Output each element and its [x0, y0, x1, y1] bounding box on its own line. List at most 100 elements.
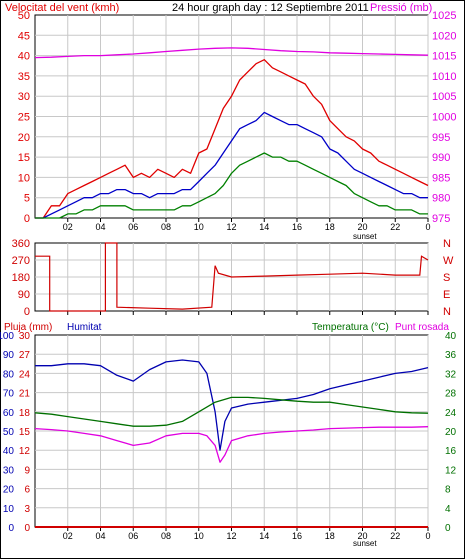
temperature-line — [34, 396, 429, 427]
wind-ticks: 0510152025303540455097598098599099510001… — [18, 10, 457, 232]
humidity-tick-label: 0 — [8, 523, 14, 534]
x-tick-label: 02 — [63, 531, 73, 541]
rain-tick-label: 18 — [19, 408, 31, 419]
pressure-tick-label: 1005 — [432, 91, 456, 103]
x-tick-label: 04 — [95, 222, 105, 232]
direction-letter-label: W — [443, 255, 454, 267]
wind-line — [35, 111, 428, 219]
x-tick-label: 10 — [194, 531, 204, 541]
wind-tick-label: 45 — [18, 30, 30, 42]
rain-tick-label: 6 — [24, 485, 30, 496]
chart-title: 24 hour graph day : 12 Septiembre 2011 — [172, 2, 369, 14]
direction-letter-label: N — [443, 306, 451, 318]
wind-tick-label: 0 — [24, 213, 30, 225]
temperature-tick-label: 16 — [445, 446, 457, 457]
x-tick-label: 14 — [259, 222, 269, 232]
rain-tick-label: 21 — [19, 389, 31, 400]
wind-tick-label: 20 — [18, 132, 30, 144]
x-tick-label: 08 — [161, 531, 171, 541]
pressure-tick-label: 1010 — [432, 71, 456, 83]
x-tick-label: 20 — [357, 222, 367, 232]
wind-tick-label: 40 — [18, 51, 30, 63]
temperature-tick-label: 40 — [445, 331, 457, 342]
humidity-tick-label: 30 — [3, 465, 15, 476]
x-tick-label: 02 — [63, 222, 73, 232]
wind-axis-title: Velocitat del vent (kmh) — [5, 2, 119, 14]
direction-tick-label: 180 — [12, 272, 30, 284]
rain-axis-title: Pluja (mm) — [4, 322, 52, 333]
x-tick-label: 0 — [425, 222, 430, 232]
wind-series — [34, 47, 429, 219]
humidity-tick-label: 50 — [3, 427, 15, 438]
x-tick-label: 22 — [390, 222, 400, 232]
x-tick-label: 08 — [161, 222, 171, 232]
humidity-tick-label: 40 — [3, 446, 15, 457]
direction-tick-label: 90 — [18, 289, 30, 301]
x-tick-label: 16 — [292, 222, 302, 232]
direction-letter-label: N — [443, 238, 451, 250]
pressure-tick-label: 1000 — [432, 112, 456, 124]
direction-letter-label: S — [443, 272, 450, 284]
direction-tick-label: 0 — [24, 306, 30, 318]
rain-tick-label: 15 — [19, 427, 31, 438]
humidity-line — [35, 359, 429, 451]
x-tick-label: 20 — [357, 531, 367, 541]
sunset-label-bottom: sunset — [353, 539, 377, 548]
x-tick-label: 06 — [128, 531, 138, 541]
temperature-tick-label: 4 — [445, 504, 451, 515]
dewpoint-axis-title: Punt rosada — [395, 322, 449, 333]
temperature-tick-label: 28 — [445, 389, 457, 400]
pressure-tick-label: 975 — [432, 213, 450, 225]
x-tick-label: 22 — [390, 531, 400, 541]
sunset-label-top: sunset — [353, 232, 377, 241]
pressure-tick-label: 980 — [432, 193, 450, 205]
x-tick-label: 10 — [194, 222, 204, 232]
x-tick-label: 04 — [95, 531, 105, 541]
x-tick-label: 06 — [128, 222, 138, 232]
rain-tick-label: 9 — [24, 465, 30, 476]
humidity-tick-label: 100 — [0, 331, 14, 342]
wind_min-line — [35, 152, 428, 219]
pressure-line — [34, 47, 429, 59]
direction-line — [35, 242, 429, 312]
rain-tick-label: 0 — [24, 523, 30, 534]
pressure-tick-label: 1020 — [432, 30, 456, 42]
temperature-axis-title: Temperatura (°C) — [312, 322, 389, 333]
humidity-axis-title: Humitat — [67, 322, 102, 333]
temperature-tick-label: 36 — [445, 350, 457, 361]
pressure-tick-label: 1015 — [432, 51, 456, 63]
x-tick-label: 18 — [325, 531, 335, 541]
x-tick-label: 0 — [425, 531, 430, 541]
humidity-tick-label: 60 — [3, 408, 15, 419]
wind-tick-label: 50 — [18, 10, 30, 22]
rain-tick-label: 24 — [19, 369, 31, 380]
rain-tick-label: 12 — [19, 446, 31, 457]
humidity-tick-label: 10 — [3, 504, 15, 515]
temperature-tick-label: 0 — [445, 523, 451, 534]
climate-grid — [35, 335, 429, 527]
dewpoint-line — [34, 426, 429, 463]
temperature-tick-label: 8 — [445, 485, 451, 496]
x-tick-label: 14 — [259, 531, 269, 541]
x-tick-label: 16 — [292, 531, 302, 541]
rain-tick-label: 27 — [19, 350, 31, 361]
climate-panel: 0369121518212427300102030405060708090100… — [0, 331, 457, 548]
direction-tick-label: 360 — [12, 238, 30, 250]
pressure-tick-label: 990 — [432, 152, 450, 164]
pressure-tick-label: 985 — [432, 172, 450, 184]
direction-tick-label: 270 — [12, 255, 30, 267]
temperature-tick-label: 20 — [445, 427, 457, 438]
x-tick-label: 18 — [325, 222, 335, 232]
temperature-tick-label: 32 — [445, 369, 457, 380]
wind-panel: 0510152025303540455097598098599099510001… — [18, 10, 457, 241]
rain-tick-label: 3 — [24, 504, 30, 515]
wind-tick-label: 15 — [18, 152, 30, 164]
humidity-tick-label: 20 — [3, 485, 15, 496]
wind-tick-label: 30 — [18, 91, 30, 103]
pressure-tick-label: 995 — [432, 132, 450, 144]
gust-line — [35, 59, 429, 219]
wind-tick-label: 10 — [18, 172, 30, 184]
